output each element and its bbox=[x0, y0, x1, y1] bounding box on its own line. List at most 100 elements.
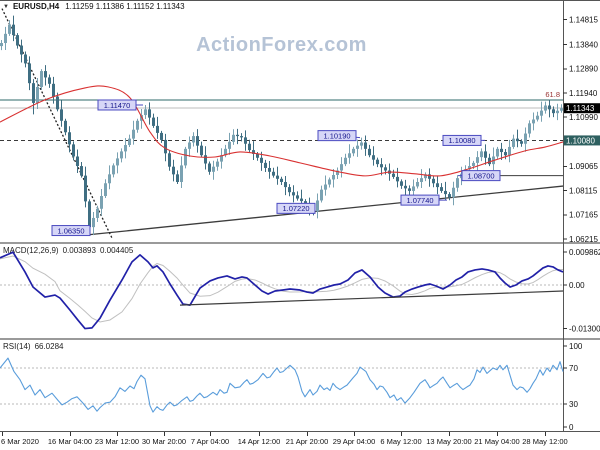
candle-body bbox=[404, 185, 407, 189]
candle-body bbox=[216, 161, 219, 167]
candle-body bbox=[328, 179, 331, 185]
candle-body bbox=[132, 129, 135, 139]
rsi-tick-label: 30 bbox=[569, 400, 578, 409]
candlesticks bbox=[0, 15, 563, 236]
candle-body bbox=[356, 145, 359, 149]
candle-body bbox=[280, 178, 283, 182]
time-tick-label: 14 Apr 12:00 bbox=[238, 437, 281, 446]
candle-body bbox=[224, 148, 227, 156]
candle-body bbox=[200, 145, 203, 156]
candle-body bbox=[228, 141, 231, 149]
price-tag bbox=[400, 194, 440, 206]
candle-body bbox=[472, 162, 475, 167]
time-tick-label: 29 Apr 04:00 bbox=[333, 437, 376, 446]
pane-separator[interactable] bbox=[0, 242, 600, 244]
candle-body bbox=[208, 163, 211, 172]
candle-body bbox=[508, 146, 511, 156]
price-tick-label: 1.06215 bbox=[569, 235, 598, 244]
highlighted-price-text: 1.10080 bbox=[566, 136, 595, 145]
candle-body bbox=[120, 151, 123, 159]
candle-body bbox=[196, 136, 199, 146]
candle-body bbox=[428, 174, 431, 179]
candle-body bbox=[296, 195, 299, 199]
candle-body bbox=[396, 176, 399, 182]
candle-body bbox=[412, 186, 415, 191]
candle-body bbox=[256, 153, 259, 158]
candle-body bbox=[104, 183, 107, 197]
candle-body bbox=[344, 157, 347, 165]
candle-body bbox=[420, 178, 423, 182]
candle-body bbox=[40, 71, 43, 88]
candle-body bbox=[408, 188, 411, 191]
candle-body bbox=[124, 145, 127, 152]
candle-body bbox=[436, 183, 439, 188]
candle-body bbox=[268, 167, 271, 172]
price-tag-text: 1.06350 bbox=[57, 226, 84, 235]
price-tag-text: 1.11470 bbox=[104, 101, 131, 110]
candle-body bbox=[60, 109, 63, 121]
current-price-text: 1.11343 bbox=[566, 104, 595, 113]
macd-tick-label: 0.009862 bbox=[569, 248, 600, 257]
time-tick-label: 23 Mar 12:00 bbox=[95, 437, 139, 446]
candle-body bbox=[212, 166, 215, 172]
candle-body bbox=[188, 142, 191, 149]
candle-body bbox=[444, 190, 447, 195]
fib-618-label: 61.8 bbox=[545, 90, 560, 99]
candle-body bbox=[440, 187, 443, 191]
price-tag-text: 1.10190 bbox=[323, 131, 350, 140]
candle-body bbox=[108, 174, 111, 184]
price-tick-label: 1.12890 bbox=[569, 65, 598, 74]
candle-body bbox=[536, 115, 539, 120]
price-tick-label: 1.14815 bbox=[569, 15, 598, 24]
candle-body bbox=[316, 200, 319, 212]
price-tag bbox=[276, 202, 316, 214]
pane-separator[interactable] bbox=[0, 338, 600, 340]
candle-body bbox=[300, 198, 303, 202]
macd-axis[interactable]: 0.009862 0.00 -0.013002 bbox=[563, 248, 600, 334]
price-tags: 1.11470 1.10190 1.10080 1.08700 1.07220 1.077… bbox=[51, 99, 501, 237]
candle-body bbox=[352, 148, 355, 154]
candle-body bbox=[364, 142, 367, 149]
candle-body bbox=[148, 109, 151, 118]
time-tick-label: 6 May 12:00 bbox=[380, 437, 421, 446]
macd-trendline bbox=[179, 290, 564, 306]
candle-body bbox=[152, 117, 155, 126]
candle-body bbox=[520, 141, 523, 144]
time-axis[interactable]: 6 Mar 2020 16 Mar 04:00 23 Mar 12:00 30 Mar… bbox=[1, 432, 568, 446]
candle-body bbox=[416, 181, 419, 187]
candle-body bbox=[56, 96, 59, 110]
candle-body bbox=[172, 166, 175, 175]
candle-body bbox=[264, 162, 267, 168]
candle-body bbox=[552, 109, 555, 114]
ascending-trendline bbox=[85, 185, 564, 236]
candle-body bbox=[452, 187, 455, 198]
current-price-box bbox=[564, 103, 600, 114]
candle-body bbox=[360, 142, 363, 146]
candle-body bbox=[532, 119, 535, 124]
candle-body bbox=[548, 105, 551, 110]
candle-body bbox=[236, 134, 239, 137]
candle-body bbox=[164, 139, 167, 154]
candle-body bbox=[496, 148, 499, 157]
candle-body bbox=[0, 43, 3, 47]
candle-body bbox=[320, 189, 323, 201]
candle-body bbox=[504, 152, 507, 156]
candle-body bbox=[468, 166, 471, 170]
candle-body bbox=[488, 157, 491, 165]
candle-body bbox=[88, 201, 91, 228]
candle-body bbox=[192, 136, 195, 143]
candle-body bbox=[448, 194, 451, 198]
candle-body bbox=[284, 181, 287, 188]
candle-body bbox=[16, 35, 19, 46]
candle-body bbox=[248, 143, 251, 151]
candle-body bbox=[500, 148, 503, 153]
time-tick-label: 21 Apr 20:00 bbox=[286, 437, 329, 446]
candle-body bbox=[560, 108, 563, 111]
rsi-axis[interactable]: 100 70 30 0 bbox=[563, 342, 583, 432]
candle-body bbox=[176, 174, 179, 182]
candle-body bbox=[180, 165, 183, 182]
price-axis[interactable]: 1.14815 1.13840 1.12890 1.11940 1.10990 1.090… bbox=[563, 15, 600, 244]
candle-body bbox=[384, 167, 387, 171]
